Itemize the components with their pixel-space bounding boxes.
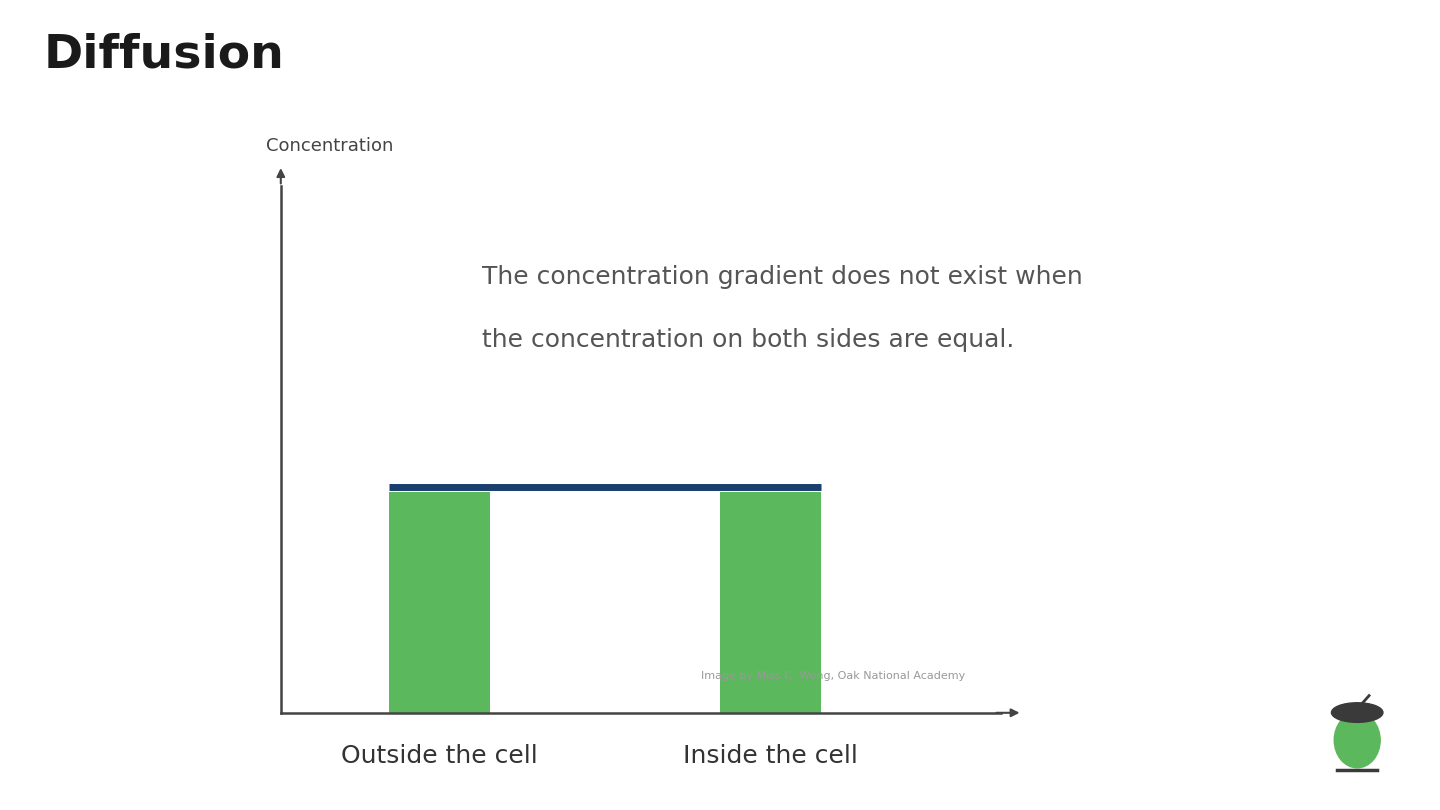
Text: Outside the cell: Outside the cell xyxy=(341,744,537,769)
Text: the concentration on both sides are equal.: the concentration on both sides are equa… xyxy=(482,329,1015,352)
Bar xyxy=(720,492,821,713)
Text: Inside the cell: Inside the cell xyxy=(683,744,858,769)
Text: Diffusion: Diffusion xyxy=(43,32,284,78)
Ellipse shape xyxy=(1335,713,1380,768)
Bar xyxy=(389,492,490,713)
Text: The concentration gradient does not exist when: The concentration gradient does not exis… xyxy=(482,266,1083,289)
Text: Image by Miss C. Wong, Oak National Academy: Image by Miss C. Wong, Oak National Acad… xyxy=(700,671,965,681)
Ellipse shape xyxy=(1332,703,1382,723)
Text: Concentration: Concentration xyxy=(266,137,393,155)
